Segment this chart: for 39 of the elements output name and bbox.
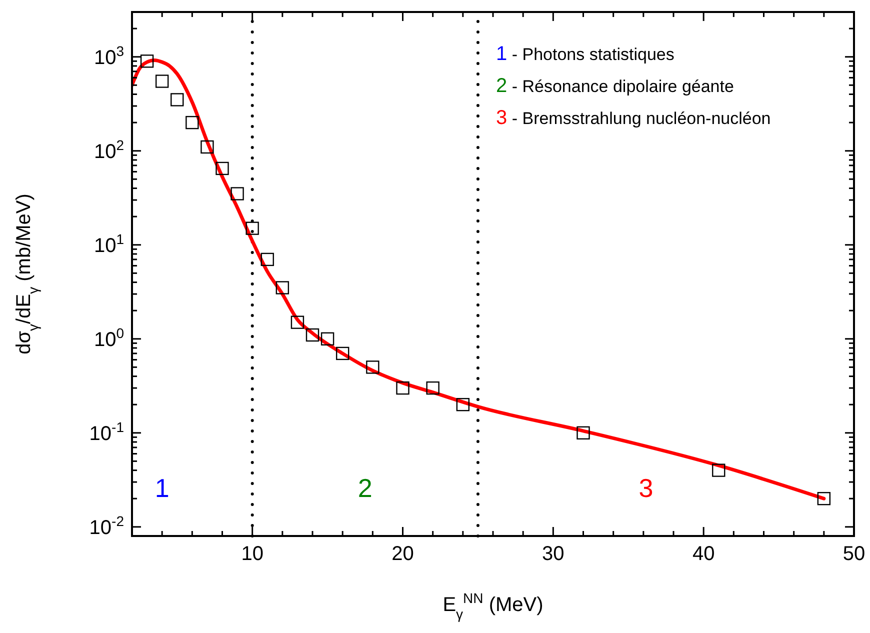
y-tick-label: 10$^{2}$ [94,136,124,163]
annotation: 1 [154,472,170,503]
annotation: 2 [358,472,372,503]
point [817,492,831,506]
x-axis-title: E$_{γ}$$^{NN}$ (MeV) [442,590,544,622]
point [396,381,410,395]
point [426,381,440,395]
point [456,398,470,412]
y-tick-label: 10$^{-2}$ [89,512,124,539]
point [200,140,214,154]
annotation: 2 - Résonance dipolaire géante [496,75,734,97]
point [320,332,334,346]
point [712,464,726,477]
point [276,281,290,294]
point [140,54,154,68]
point [216,162,229,176]
x-tick-label: 20 [392,543,414,565]
y-tick-label: 10$^{0}$ [94,324,124,351]
annotation: 3 [638,472,654,503]
x-tick-label: 40 [692,543,715,565]
point [246,222,259,235]
point [306,328,320,342]
point [576,426,590,440]
annotation: 3 - Bremsstrahlung nucléon-nucléon [496,107,771,129]
point [366,360,380,374]
x-tick-label: 30 [542,543,564,565]
point [260,252,274,266]
point [170,93,184,106]
point [186,116,199,130]
x-tick-label: 50 [842,543,866,565]
y-tick-label: 10$^{-1}$ [89,418,124,445]
y-tick-label: 10$^{1}$ [94,230,124,257]
y-tick-label: 10$^{3}$ [94,42,124,69]
point [290,316,304,329]
x-tick-label: 10 [241,543,264,565]
point [230,187,244,200]
annotation: 1 - Photons statistiques [496,43,674,65]
point [155,74,169,88]
point [336,346,350,360]
